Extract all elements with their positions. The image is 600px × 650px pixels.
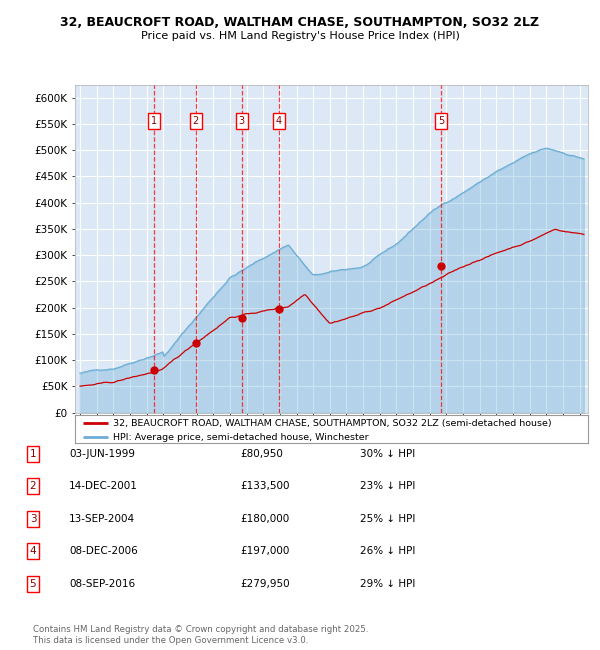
Text: 14-DEC-2001: 14-DEC-2001 — [69, 481, 138, 491]
Text: 25% ↓ HPI: 25% ↓ HPI — [360, 514, 415, 524]
Text: 29% ↓ HPI: 29% ↓ HPI — [360, 578, 415, 589]
Text: £133,500: £133,500 — [240, 481, 290, 491]
Text: 4: 4 — [275, 116, 282, 126]
Text: £80,950: £80,950 — [240, 448, 283, 459]
Text: £279,950: £279,950 — [240, 578, 290, 589]
Text: Contains HM Land Registry data © Crown copyright and database right 2025.
This d: Contains HM Land Registry data © Crown c… — [33, 625, 368, 645]
Text: 08-DEC-2006: 08-DEC-2006 — [69, 546, 138, 556]
Text: 30% ↓ HPI: 30% ↓ HPI — [360, 448, 415, 459]
Text: 3: 3 — [238, 116, 245, 126]
Text: 5: 5 — [29, 578, 37, 589]
Text: 13-SEP-2004: 13-SEP-2004 — [69, 514, 135, 524]
Text: 3: 3 — [29, 514, 37, 524]
Text: Price paid vs. HM Land Registry's House Price Index (HPI): Price paid vs. HM Land Registry's House … — [140, 31, 460, 41]
Text: 1: 1 — [151, 116, 157, 126]
Text: 2: 2 — [29, 481, 37, 491]
Text: 26% ↓ HPI: 26% ↓ HPI — [360, 546, 415, 556]
Text: 03-JUN-1999: 03-JUN-1999 — [69, 448, 135, 459]
Text: 32, BEAUCROFT ROAD, WALTHAM CHASE, SOUTHAMPTON, SO32 2LZ: 32, BEAUCROFT ROAD, WALTHAM CHASE, SOUTH… — [61, 16, 539, 29]
Text: 23% ↓ HPI: 23% ↓ HPI — [360, 481, 415, 491]
Text: 1: 1 — [29, 448, 37, 459]
Text: 2: 2 — [193, 116, 199, 126]
Text: 5: 5 — [438, 116, 444, 126]
Text: £197,000: £197,000 — [240, 546, 289, 556]
Text: HPI: Average price, semi-detached house, Winchester: HPI: Average price, semi-detached house,… — [113, 433, 369, 441]
Text: 4: 4 — [29, 546, 37, 556]
Text: 32, BEAUCROFT ROAD, WALTHAM CHASE, SOUTHAMPTON, SO32 2LZ (semi-detached house): 32, BEAUCROFT ROAD, WALTHAM CHASE, SOUTH… — [113, 419, 552, 428]
Text: £180,000: £180,000 — [240, 514, 289, 524]
Text: 08-SEP-2016: 08-SEP-2016 — [69, 578, 135, 589]
